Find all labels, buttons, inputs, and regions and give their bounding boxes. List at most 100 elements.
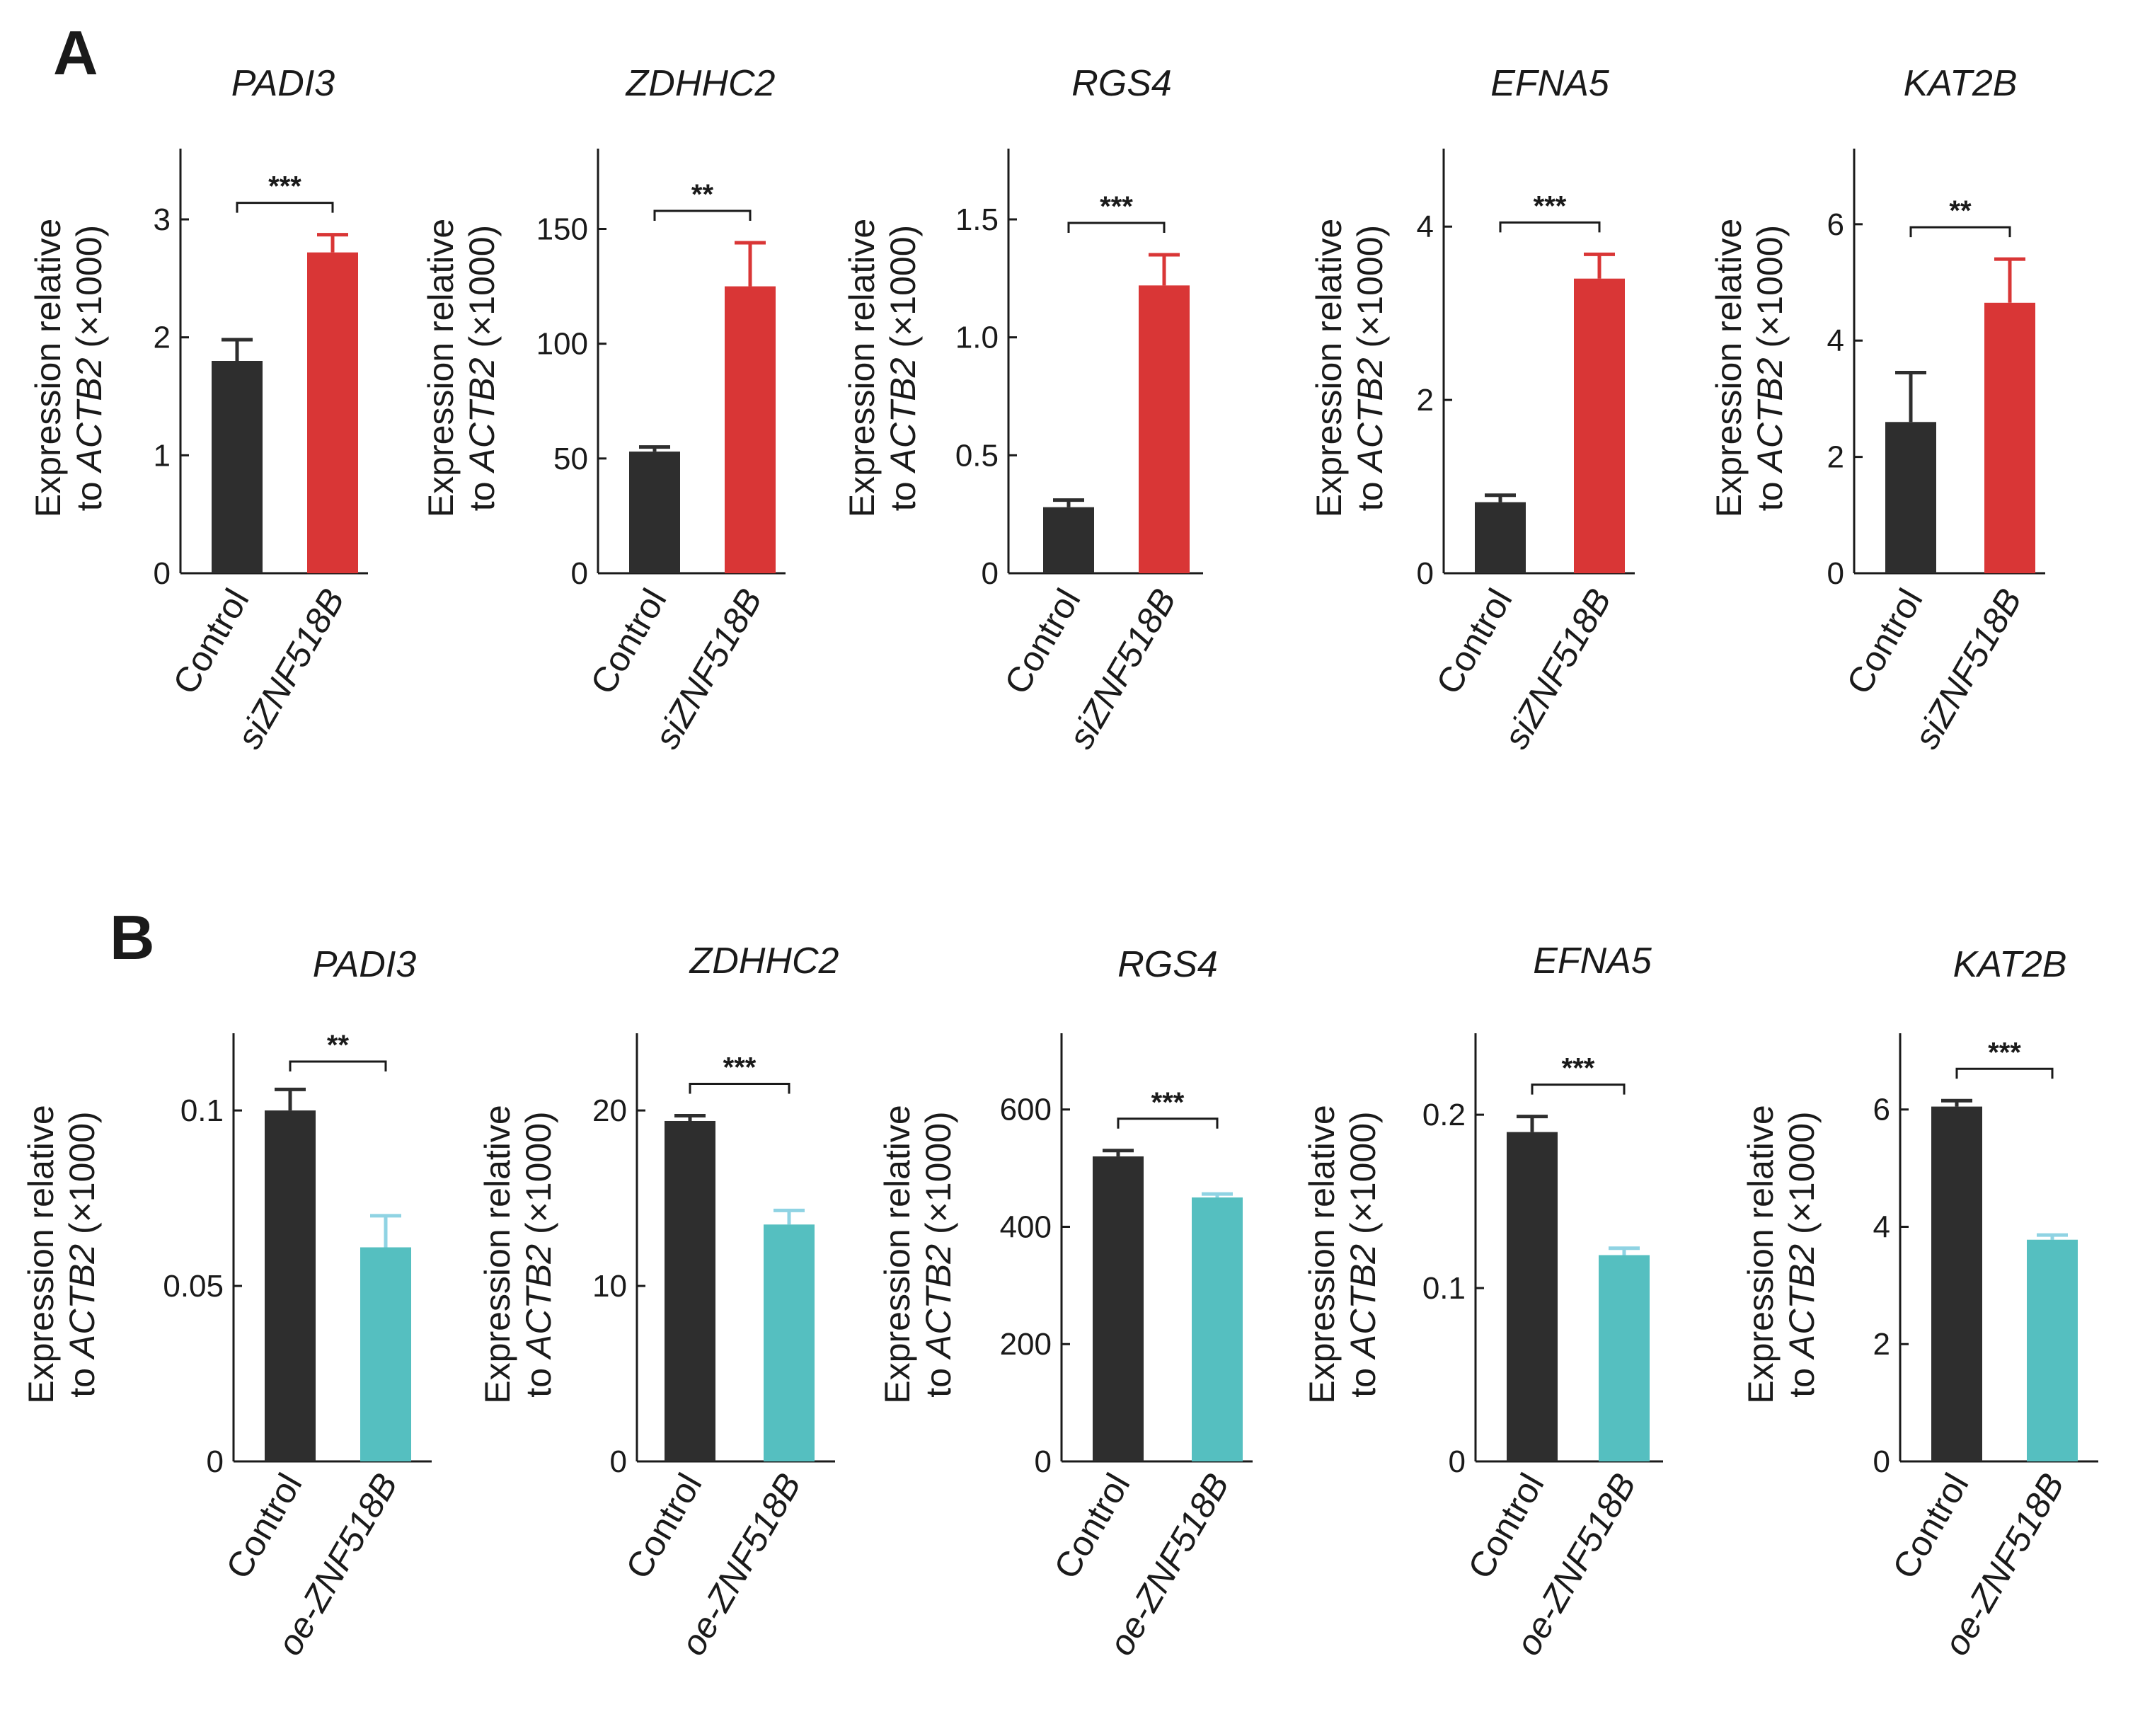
y-axis-label-line1: Expression relative [842,219,882,517]
bar-control [1931,1106,1982,1461]
chart-b-zdhhc2: ZDHHC2 0 10 20 Expression relativeto ACTB2 (… [478,941,839,1662]
y-axis-label-line1: Expression relative [478,1105,517,1403]
panel-letter-b: B [110,902,155,972]
y-tick-label: 0.1 [180,1093,224,1128]
significance-label: *** [1100,191,1133,222]
y-tick-label: 150 [536,212,588,247]
y-axis-label-gene: ACTB2 [919,1244,958,1360]
bar-oe-znf518b [2027,1239,2078,1461]
significance-label: *** [1151,1087,1185,1118]
bar-siznf518b [1139,285,1190,573]
significance-label: ** [691,179,714,210]
y-tick-label: 0.2 [1422,1098,1466,1132]
chart-a-zdhhc2: ZDHHC2 0 50 100 150 Expression relativeto ACT… [421,63,786,755]
chart-title: PADI3 [313,944,417,985]
y-tick-label: 2 [1417,383,1434,418]
y-axis-label-line2: to ACTB2 (×1000) [462,225,502,511]
x-category-label: Control [1885,1467,1976,1586]
y-axis-label: Expression relativeto ACTB2 (×1000) [478,1105,558,1403]
y-axis-label-line1: Expression relative [21,1105,61,1403]
y-tick-label: 0 [1873,1444,1890,1479]
bar-oe-znf518b [764,1224,815,1461]
bar-control [1475,502,1526,573]
y-axis-label: Expression relativeto ACTB2 (×1000) [421,219,502,517]
y-axis-label-line2: to ACTB2 (×1000) [1343,1111,1383,1397]
y-axis-label-prefix: to [1343,1358,1383,1398]
y-tick-label: 6 [1827,207,1844,242]
y-tick-label: 0.1 [1422,1271,1466,1306]
chart-title: RGS4 [1071,63,1172,104]
y-axis-label: Expression relativeto ACTB2 (×1000) [842,219,923,517]
y-tick-label: 2 [154,321,171,355]
y-axis-label-line1: Expression relative [1309,219,1349,517]
y-axis-label-suffix: (×1000) [69,225,109,358]
y-axis-label-line2: to ACTB2 (×1000) [1750,225,1790,511]
significance-label: *** [723,1052,757,1083]
chart-a-kat2b: KAT2B 0 2 4 6 Expression relativeto ACTB2 (×1… [1709,63,2045,755]
y-axis-label: Expression relativeto ACTB2 (×1000) [878,1105,958,1403]
significance-label: *** [1562,1053,1595,1084]
x-category-label: Control [1839,582,1930,701]
y-axis-label-prefix: to [1350,472,1390,512]
significance-bracket [1499,221,1601,233]
y-axis-label-gene: ACTB2 [1782,1244,1822,1360]
y-tick-label: 400 [1000,1209,1052,1244]
significance-bracket [1117,1117,1219,1129]
y-axis-label-line2: to ACTB2 (×1000) [69,225,109,511]
y-axis-label-suffix: (×1000) [1750,225,1790,358]
y-tick-label: 0 [982,556,999,591]
y-axis-label-line2: to ACTB2 (×1000) [919,1111,958,1397]
y-tick-label: 0 [1827,556,1844,591]
y-axis-label-line2: to ACTB2 (×1000) [1782,1111,1822,1397]
y-tick-label: 0 [610,1444,627,1479]
y-tick-label: 0.5 [955,438,999,473]
y-axis-label-suffix: (×1000) [1782,1111,1822,1244]
bar-control [665,1120,715,1461]
y-tick-label: 6 [1873,1093,1890,1127]
y-tick-label: 1.5 [955,202,999,237]
significance-bracket [236,202,334,213]
y-axis-label: Expression relativeto ACTB2 (×1000) [28,219,109,517]
bar-siznf518b [1574,278,1625,573]
bar-control [212,361,263,573]
y-tick-label: 4 [1873,1209,1890,1244]
y-axis-label: Expression relativeto ACTB2 (×1000) [1709,219,1790,517]
y-tick-label: 10 [592,1269,627,1304]
y-tick-label: 50 [553,442,588,476]
chart-b-rgs4: RGS4 0 200 400 600 Expression relativeto ACTB… [878,944,1253,1662]
y-axis-label-line2: to ACTB2 (×1000) [1350,225,1390,511]
panel-letter-a: A [53,18,98,88]
y-axis-label-line1: Expression relative [421,219,461,517]
bar-control [1885,422,1936,573]
significance-label: *** [1988,1037,2021,1068]
bar-oe-znf518b [360,1247,411,1461]
y-axis-label-suffix: (×1000) [919,1111,958,1244]
chart-title: RGS4 [1117,944,1218,985]
y-axis-label-line1: Expression relative [1741,1105,1781,1403]
y-axis-label: Expression relativeto ACTB2 (×1000) [1302,1105,1383,1403]
y-axis-label-line1: Expression relative [1709,219,1749,517]
y-tick-label: 0 [1449,1444,1466,1479]
y-axis-label-prefix: to [883,472,923,512]
bar-oe-znf518b [1599,1255,1650,1461]
y-tick-label: 20 [592,1093,627,1128]
significance-label: ** [1949,195,1972,226]
y-tick-label: 2 [1873,1327,1890,1362]
chart-title: KAT2B [1904,63,2018,104]
bar-control [1507,1132,1558,1461]
chart-title: PADI3 [231,63,335,104]
x-category-label: Control [618,1467,709,1586]
y-axis-label-line2: to ACTB2 (×1000) [62,1111,102,1397]
y-tick-label: 1.0 [955,321,999,355]
y-axis-label-prefix: to [1782,1358,1822,1398]
y-tick-label: 1 [154,438,171,473]
y-tick-label: 0.05 [163,1269,224,1304]
y-tick-label: 0 [1035,1444,1052,1479]
chart-a-efna5: EFNA5 0 2 4 Expression relativeto ACTB2 (×10… [1309,63,1635,755]
x-category-label: Control [165,582,256,701]
bar-control [1043,507,1094,573]
x-category-label: Control [218,1467,309,1586]
chart-title: KAT2B [1953,944,2067,985]
y-tick-label: 2 [1827,440,1844,475]
